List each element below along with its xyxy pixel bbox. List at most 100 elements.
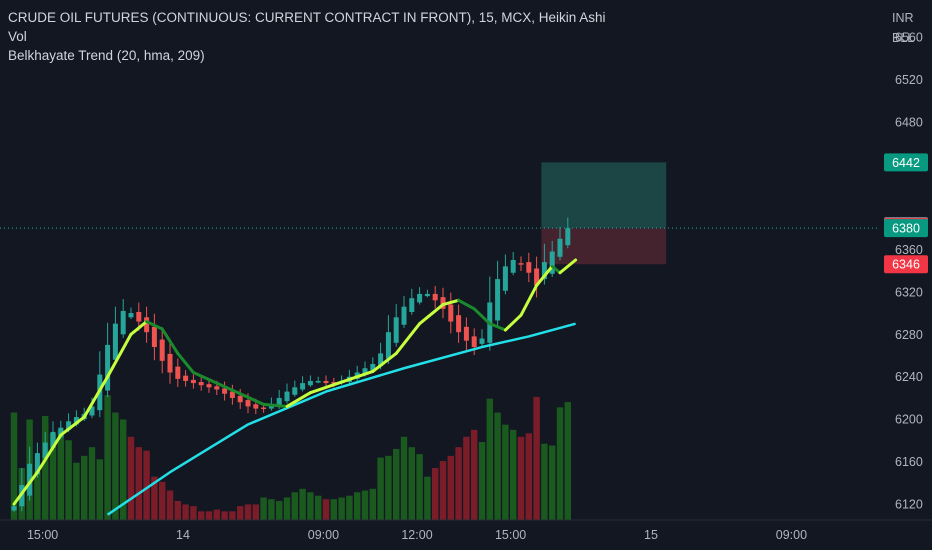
chart-legend: CRUDE OIL FUTURES (CONTINUOUS: CURRENT C… [8, 8, 606, 65]
candle-body [448, 304, 454, 322]
y-tick-label: 6280 [895, 328, 923, 342]
volume-bar [424, 476, 431, 520]
candle-body [315, 380, 321, 383]
volume-bar [377, 457, 384, 520]
candle-body [292, 387, 298, 395]
volume-bar [494, 412, 501, 520]
y-tick-label: 6200 [895, 413, 923, 427]
volume-bar [174, 500, 181, 520]
candle-body [261, 407, 267, 410]
candle-body [253, 404, 259, 409]
candle-body [175, 366, 181, 379]
candle-body [440, 297, 446, 309]
candle-body [401, 306, 407, 325]
volume-bar [42, 416, 49, 520]
candle-body [11, 506, 17, 511]
candle-body [565, 228, 571, 246]
candle-body [300, 383, 306, 390]
trend-line-segment [12, 470, 39, 506]
candle-body [417, 293, 423, 303]
candle-body [27, 463, 33, 496]
candle-body [502, 266, 508, 291]
volume-bar [432, 468, 439, 520]
candle-body [549, 251, 555, 274]
candle-body [331, 382, 337, 384]
trend-line-segment [308, 380, 344, 395]
unit-label: BLL [892, 31, 915, 45]
volume-bar [182, 504, 189, 520]
trend-line-segment [558, 258, 578, 275]
trend-line-segment [441, 298, 461, 307]
volume-bar [533, 396, 540, 520]
trend-line-segment [535, 264, 554, 287]
volume-bar [307, 492, 314, 520]
volume-bar [244, 504, 252, 520]
volume-bar [260, 497, 267, 520]
candle-body [136, 312, 142, 322]
volume-bar [268, 499, 275, 520]
trend-indicator-label[interactable]: Belkhayate Trend (20, hma, 209) [8, 48, 205, 63]
volume-bar [315, 495, 322, 520]
candle-body [463, 326, 469, 341]
volume-bar [252, 504, 259, 520]
volume-bar [112, 412, 119, 520]
price-scale-currency[interactable]: INR BLL [892, 8, 922, 48]
price-label-box [884, 219, 928, 238]
trend-line-segment [82, 375, 110, 419]
volume-bar [463, 436, 470, 520]
volume-bar [556, 407, 564, 520]
candle-body [432, 293, 438, 301]
price-label: 6442 [892, 156, 920, 170]
currency-label: INR [892, 11, 914, 25]
symbol-title[interactable]: CRUDE OIL FUTURES (CONTINUOUS: CURRENT C… [8, 10, 606, 25]
volume-bar [361, 490, 369, 520]
trend-line-segment [106, 332, 133, 379]
volume-bar [190, 506, 197, 520]
x-tick-label: 09:00 [308, 528, 339, 542]
candle-body [206, 384, 212, 388]
volume-bar [549, 445, 556, 520]
x-tick-label: 14 [176, 528, 190, 542]
volume-bar [229, 511, 236, 520]
volume-bar [283, 497, 291, 520]
x-tick-label: 15:00 [27, 528, 58, 542]
x-tick-label: 12:00 [401, 528, 432, 542]
candle-body [307, 380, 313, 386]
trend-line-segment [59, 415, 86, 437]
price-label: 6380 [892, 222, 920, 236]
volume-bar [205, 511, 213, 520]
candle-body [237, 395, 243, 403]
volume-bar [49, 433, 57, 520]
volume-bar [385, 455, 392, 520]
volume-bar [10, 412, 18, 520]
volume-bar [299, 488, 306, 520]
candle-body [151, 326, 157, 348]
candle-body [34, 453, 40, 475]
candle-body [183, 375, 189, 381]
candle-body [120, 310, 126, 335]
volume-indicator-label[interactable]: Vol [8, 29, 27, 44]
candle-body [214, 386, 220, 390]
trend-line-segment [503, 313, 523, 332]
trend-line-segment [35, 433, 63, 474]
x-tick-label: 15 [644, 528, 658, 542]
volume-bar [439, 461, 447, 520]
volume-bar [525, 433, 532, 520]
candle-body [557, 238, 563, 257]
candle-body [50, 431, 56, 448]
x-tick-label: 15:00 [495, 528, 526, 542]
trend-line-segment [215, 381, 242, 396]
trend-line-segment [371, 351, 398, 373]
candle-body [518, 263, 524, 265]
candle-body [323, 380, 329, 384]
candle-body [284, 391, 290, 402]
trend-line-segment [145, 320, 164, 331]
trend-line-segment [129, 320, 149, 336]
candle-body [66, 421, 72, 430]
trend-line-segment [457, 298, 476, 311]
volume-bar [455, 447, 462, 520]
volume-bar [151, 476, 158, 520]
trend-line-segment [394, 322, 422, 355]
trend-line-segment [160, 327, 180, 355]
